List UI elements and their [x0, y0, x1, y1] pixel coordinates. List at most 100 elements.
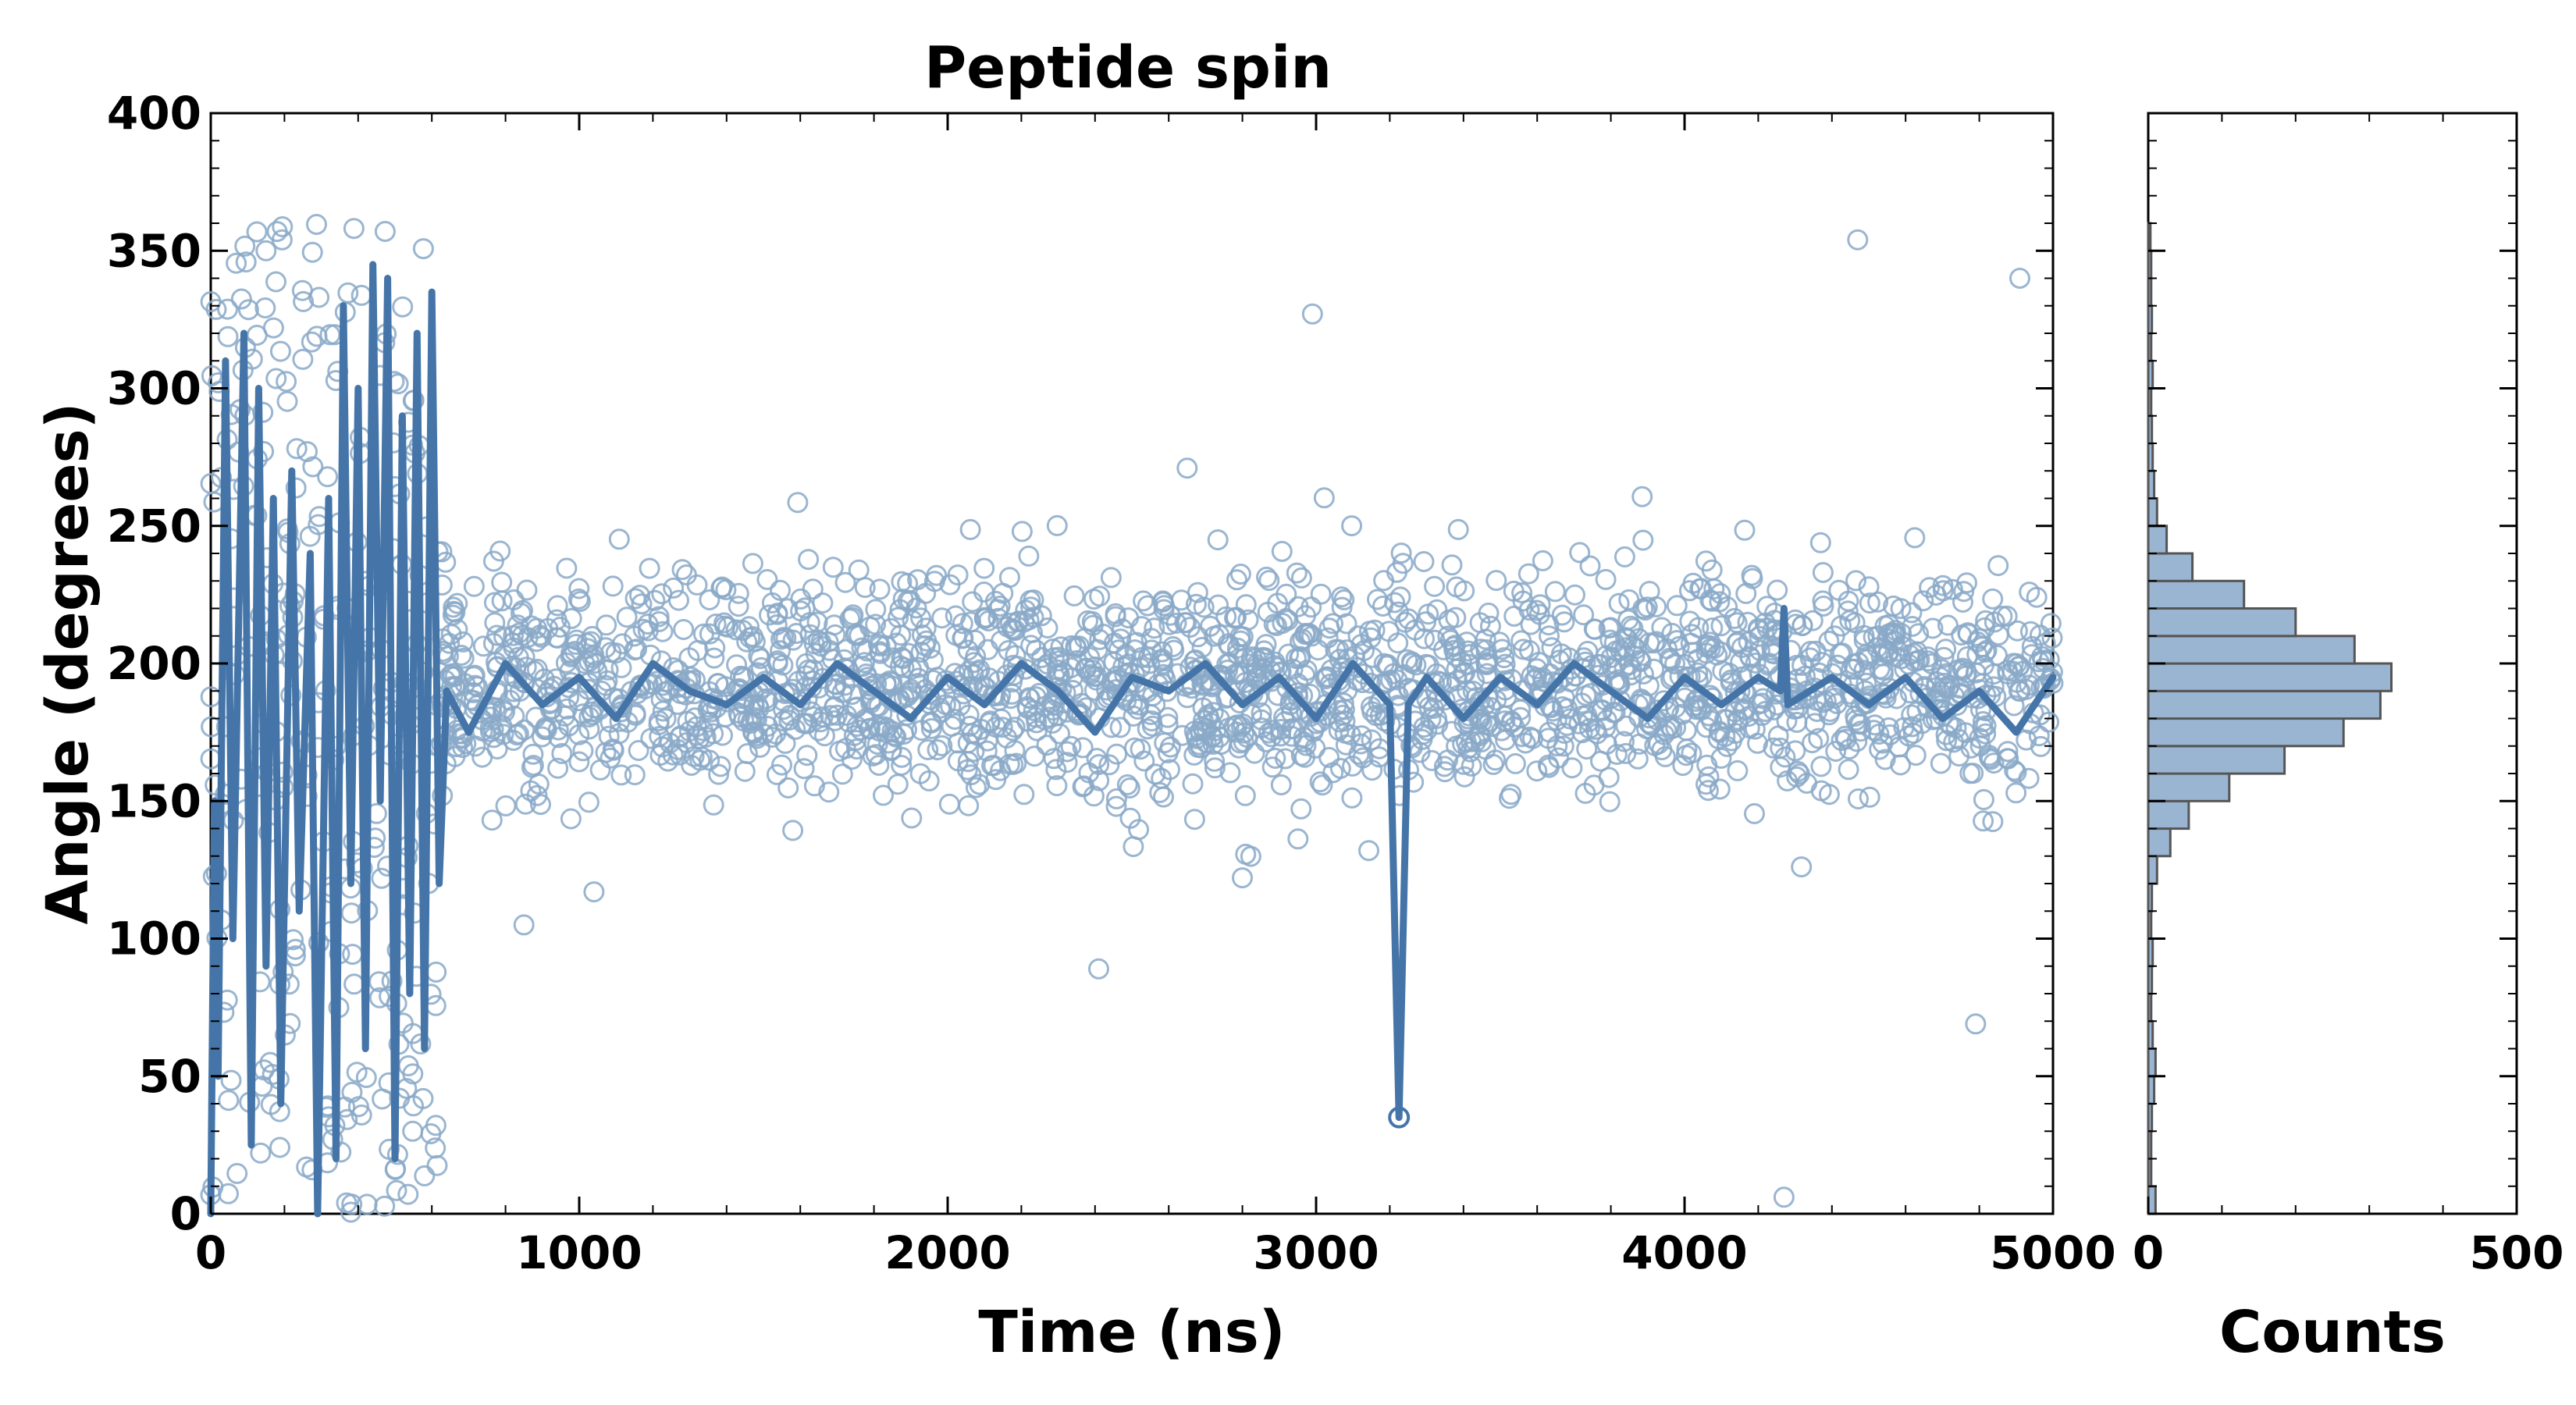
scatter-point: [1551, 604, 1573, 626]
scatter-point: [824, 695, 845, 717]
scatter-point: [1493, 647, 1515, 669]
scatter-point: [1878, 717, 1900, 738]
scatter-point: [561, 645, 583, 667]
histogram-bars: [2147, 222, 2393, 1215]
scatter-point: [1682, 642, 1703, 663]
histogram-bar: [2147, 965, 2154, 995]
scatter-point: [931, 735, 953, 756]
scatter-point: [1709, 591, 1731, 613]
scatter-point: [205, 298, 227, 320]
scatter-point: [1310, 583, 1332, 605]
scatter-point: [1721, 730, 1742, 752]
scatter-point: [483, 592, 505, 614]
scatter-point: [285, 477, 307, 499]
scatter-point: [867, 634, 889, 655]
scatter-point: [495, 795, 517, 816]
scatter-point: [732, 620, 753, 641]
scatter-point: [734, 760, 756, 782]
histogram-bar: [2147, 827, 2172, 858]
scatter-point: [998, 567, 1020, 589]
scatter-point: [989, 596, 1011, 617]
scatter-point: [1571, 722, 1593, 744]
scatter-point: [651, 583, 673, 605]
scatter-point: [1689, 698, 1711, 720]
scatter-point: [1281, 725, 1303, 747]
scatter-point: [1439, 629, 1461, 651]
scatter-point: [1972, 711, 1994, 732]
scatter-point: [2028, 725, 2050, 747]
scatter-point: [1528, 603, 1550, 625]
histogram-bar: [2147, 855, 2158, 885]
scatter-point: [1870, 645, 1892, 667]
scatter-point: [1744, 802, 1765, 824]
histogram-bar: [2147, 772, 2231, 802]
scatter-point: [1932, 574, 1954, 596]
scatter-point: [1190, 737, 1212, 759]
scatter-point: [1144, 617, 1165, 639]
scatter-point: [525, 706, 546, 728]
scatter-point: [952, 613, 973, 635]
scatter-point: [2040, 613, 2062, 635]
scatter-point: [1678, 580, 1700, 602]
scatter-point: [910, 607, 931, 629]
scatter-point: [869, 578, 891, 600]
scatter-point: [1140, 639, 1162, 661]
scatter-point: [1479, 615, 1501, 637]
scatter-point: [1025, 639, 1047, 661]
histogram-bar: [2147, 387, 2153, 418]
x-axis-label: Time (ns): [978, 1299, 1285, 1366]
scatter-point: [817, 631, 839, 653]
scatter-point: [1494, 653, 1516, 675]
scatter-point: [1512, 590, 1534, 612]
scatter-point: [1207, 529, 1229, 551]
scatter-point: [1941, 578, 1963, 600]
scatter-point: [829, 740, 850, 762]
scatter-point: [453, 647, 475, 669]
scatter-point: [1397, 608, 1419, 630]
scatter-point: [1542, 700, 1564, 722]
scatter-point: [678, 720, 700, 742]
scatter-point: [1246, 667, 1268, 688]
scatter-point: [1859, 786, 1880, 808]
scatter-point: [1261, 756, 1283, 778]
scatter-point: [1187, 582, 1208, 603]
scatter-point: [600, 747, 621, 769]
scatter-point: [1904, 527, 1926, 549]
scatter-point: [1514, 732, 1536, 754]
scatter-point: [963, 652, 985, 674]
scatter-point: [1251, 702, 1272, 724]
scatter-point: [1424, 575, 1446, 597]
scatter-point: [1478, 603, 1500, 624]
scatter-point: [1046, 514, 1068, 536]
scatter-point: [1063, 585, 1085, 606]
line-series-group: [207, 261, 2057, 1218]
scatter-point: [1724, 701, 1746, 723]
scatter-point: [1333, 589, 1355, 610]
scatter-point: [1255, 731, 1277, 752]
scatter-point: [1564, 584, 1585, 606]
scatter-point: [699, 623, 720, 645]
scatter-point: [842, 604, 864, 626]
scatter-point: [1258, 722, 1279, 744]
scatter-point: [920, 711, 941, 733]
scatter-point: [1576, 738, 1598, 760]
scatter-point: [269, 340, 291, 362]
scatter-point: [717, 616, 739, 638]
scatter-point: [1151, 641, 1173, 663]
scatter-point: [426, 1154, 448, 1176]
scatter-point: [1733, 699, 1755, 720]
scatter-point: [742, 721, 763, 742]
scatter-point: [472, 635, 494, 657]
scatter-point: [1598, 617, 1620, 639]
scatter-point: [1224, 663, 1246, 685]
scatter-point: [1270, 719, 1292, 740]
scatter-point: [974, 606, 995, 628]
scatter-point: [1124, 737, 1145, 759]
scatter-point: [782, 820, 804, 841]
scatter-point: [1025, 686, 1047, 708]
scatter-point: [1710, 583, 1731, 604]
scatter-point: [1631, 486, 1653, 507]
scatter-point: [1853, 660, 1875, 681]
scatter-point: [1089, 628, 1111, 650]
scatter-point: [824, 710, 846, 731]
